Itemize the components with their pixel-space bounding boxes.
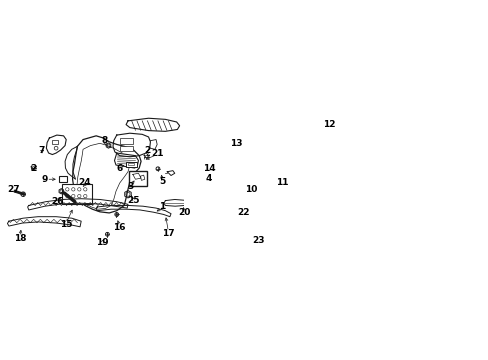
FancyBboxPatch shape [120, 138, 133, 144]
Text: 2: 2 [144, 146, 150, 155]
Polygon shape [230, 182, 250, 193]
Polygon shape [114, 153, 138, 168]
Text: 5: 5 [159, 177, 165, 186]
Text: 7: 7 [38, 146, 44, 155]
Text: 11: 11 [275, 179, 288, 188]
Text: 9: 9 [41, 175, 48, 184]
FancyBboxPatch shape [52, 140, 58, 144]
Text: 19: 19 [96, 238, 109, 247]
Text: 20: 20 [178, 208, 190, 217]
Text: 18: 18 [14, 234, 26, 243]
FancyBboxPatch shape [128, 163, 134, 165]
Text: 14: 14 [203, 163, 215, 172]
Text: 22: 22 [237, 208, 249, 217]
Text: 17: 17 [162, 229, 174, 238]
Polygon shape [233, 198, 245, 207]
Text: 12: 12 [323, 120, 335, 129]
Polygon shape [7, 217, 81, 227]
FancyBboxPatch shape [126, 162, 136, 167]
Text: 16: 16 [113, 224, 126, 233]
Polygon shape [28, 199, 128, 210]
Text: 27: 27 [7, 185, 20, 194]
Polygon shape [96, 206, 171, 217]
Text: 23: 23 [251, 236, 264, 245]
Text: 6: 6 [116, 163, 122, 172]
Text: 10: 10 [245, 185, 257, 194]
Polygon shape [126, 118, 179, 131]
Text: 8: 8 [102, 136, 108, 145]
Text: 2: 2 [30, 163, 37, 172]
Text: 24: 24 [79, 179, 91, 188]
Polygon shape [163, 199, 185, 206]
Polygon shape [235, 211, 262, 235]
Text: 25: 25 [127, 196, 140, 205]
FancyBboxPatch shape [129, 171, 147, 186]
Text: 21: 21 [151, 149, 163, 158]
FancyBboxPatch shape [62, 184, 91, 204]
Text: 1: 1 [159, 202, 165, 211]
Text: 15: 15 [60, 220, 72, 229]
FancyBboxPatch shape [59, 176, 67, 182]
Text: 3: 3 [127, 182, 134, 191]
Text: 13: 13 [229, 139, 242, 148]
FancyBboxPatch shape [120, 145, 133, 151]
Text: 4: 4 [205, 174, 211, 183]
Polygon shape [46, 135, 66, 154]
Polygon shape [113, 133, 150, 157]
Text: 26: 26 [51, 197, 64, 206]
